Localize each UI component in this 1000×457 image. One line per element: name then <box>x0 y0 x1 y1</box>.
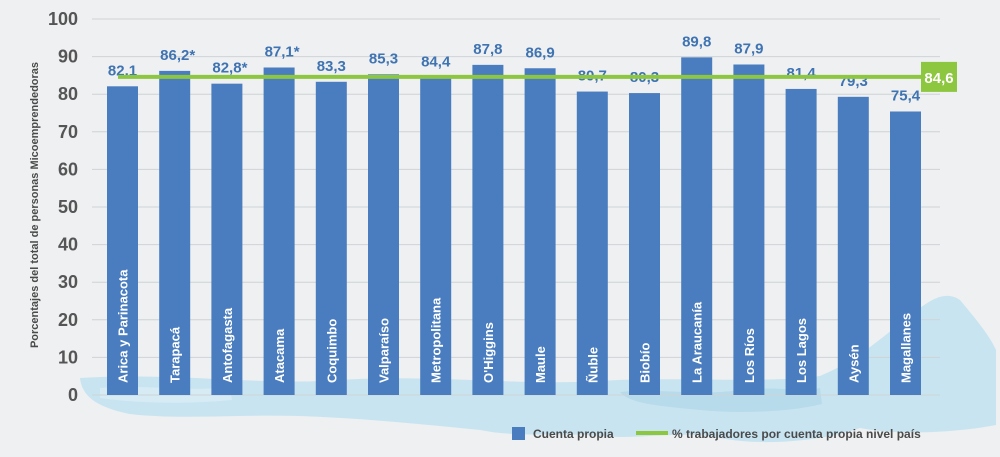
category-label: O'Higgins <box>481 322 496 383</box>
y-tick-label: 30 <box>58 272 78 292</box>
bar-value-label: 84,4 <box>421 54 451 71</box>
category-label: Arica y Parinacota <box>116 269 131 383</box>
bar <box>107 86 138 395</box>
y-tick-label: 20 <box>58 310 78 330</box>
y-tick-label: 50 <box>58 197 78 217</box>
bar <box>576 91 608 396</box>
bar-value-label: 89,8 <box>682 33 711 50</box>
bar <box>629 93 660 396</box>
category-label: Aysén <box>846 344 861 383</box>
legend-label-bar: Cuenta propia <box>533 427 614 441</box>
category-label: Los Lagos <box>794 318 809 383</box>
bar <box>681 57 713 396</box>
legend-label-line: % trabajadores por cuenta propia nivel p… <box>672 427 921 441</box>
bar <box>785 88 817 395</box>
category-label: Biobío <box>638 343 653 383</box>
bar <box>211 83 243 395</box>
bar-value-label: 87,9 <box>734 40 763 57</box>
reference-line-group: 84,6 <box>118 61 957 92</box>
y-tick-label: 40 <box>58 235 78 255</box>
category-label: La Araucanía <box>690 301 705 383</box>
category-label: Atacama <box>272 328 287 383</box>
bar <box>837 96 869 395</box>
category-label: Tarapacá <box>168 326 183 383</box>
y-tick-label: 100 <box>48 9 78 29</box>
category-label: Ñuble <box>585 347 600 383</box>
legend: Cuenta propia % trabajadores por cuenta … <box>512 427 921 441</box>
bar-value-label: 86,9 <box>525 44 554 61</box>
y-tick-label: 90 <box>58 47 78 67</box>
bar <box>159 70 191 395</box>
value-labels: 82,186,2*82,8*87,1*83,3 85,3 84,487,8 86,98… <box>108 33 921 104</box>
bar-value-label: 87,1* <box>265 44 300 61</box>
bar <box>263 67 295 395</box>
reference-value-badge <box>921 61 957 92</box>
y-tick-label: 80 <box>58 84 78 104</box>
bar-value-label: 86,2* <box>160 47 195 64</box>
category-label: Magallanes <box>899 313 914 383</box>
category-label: Los Ríos <box>742 328 757 383</box>
legend-swatch-bar <box>512 427 525 440</box>
bar <box>368 74 399 395</box>
y-axis: 0 10 20 30 40 50 60 70 80 90 100 <box>48 9 78 405</box>
bars <box>107 57 921 396</box>
bar-value-label: 81,4 <box>786 65 816 82</box>
bar <box>315 81 347 396</box>
bar-value-label: 83,3 <box>317 58 346 75</box>
bar-value-label: 85,3 <box>369 50 398 67</box>
category-labels: Arica y Parinacota Tarapacá Antofagasta Ata… <box>116 269 914 383</box>
category-label: Antofagasta <box>220 307 235 383</box>
category-label: Metropolitana <box>429 297 444 383</box>
bar <box>890 111 921 395</box>
bar <box>524 68 556 396</box>
category-label: Valparaíso <box>377 318 392 383</box>
y-tick-label: 10 <box>58 347 78 367</box>
category-label: Coquimbo <box>324 319 339 383</box>
y-axis-title: Porcentajes del total de personas Micoem… <box>29 62 41 348</box>
bar-value-label: 82,8* <box>212 60 247 77</box>
category-label: Maule <box>533 346 548 383</box>
bar <box>472 64 504 395</box>
bar <box>420 77 452 395</box>
bar-value-label: 75,4 <box>891 87 921 104</box>
bar <box>733 64 765 395</box>
y-tick-label: 60 <box>58 159 78 179</box>
y-tick-label: 0 <box>68 385 78 405</box>
reference-value-label: 84,6 <box>924 70 953 87</box>
y-tick-label: 70 <box>58 122 78 142</box>
bar-value-label: 87,8 <box>473 41 502 58</box>
